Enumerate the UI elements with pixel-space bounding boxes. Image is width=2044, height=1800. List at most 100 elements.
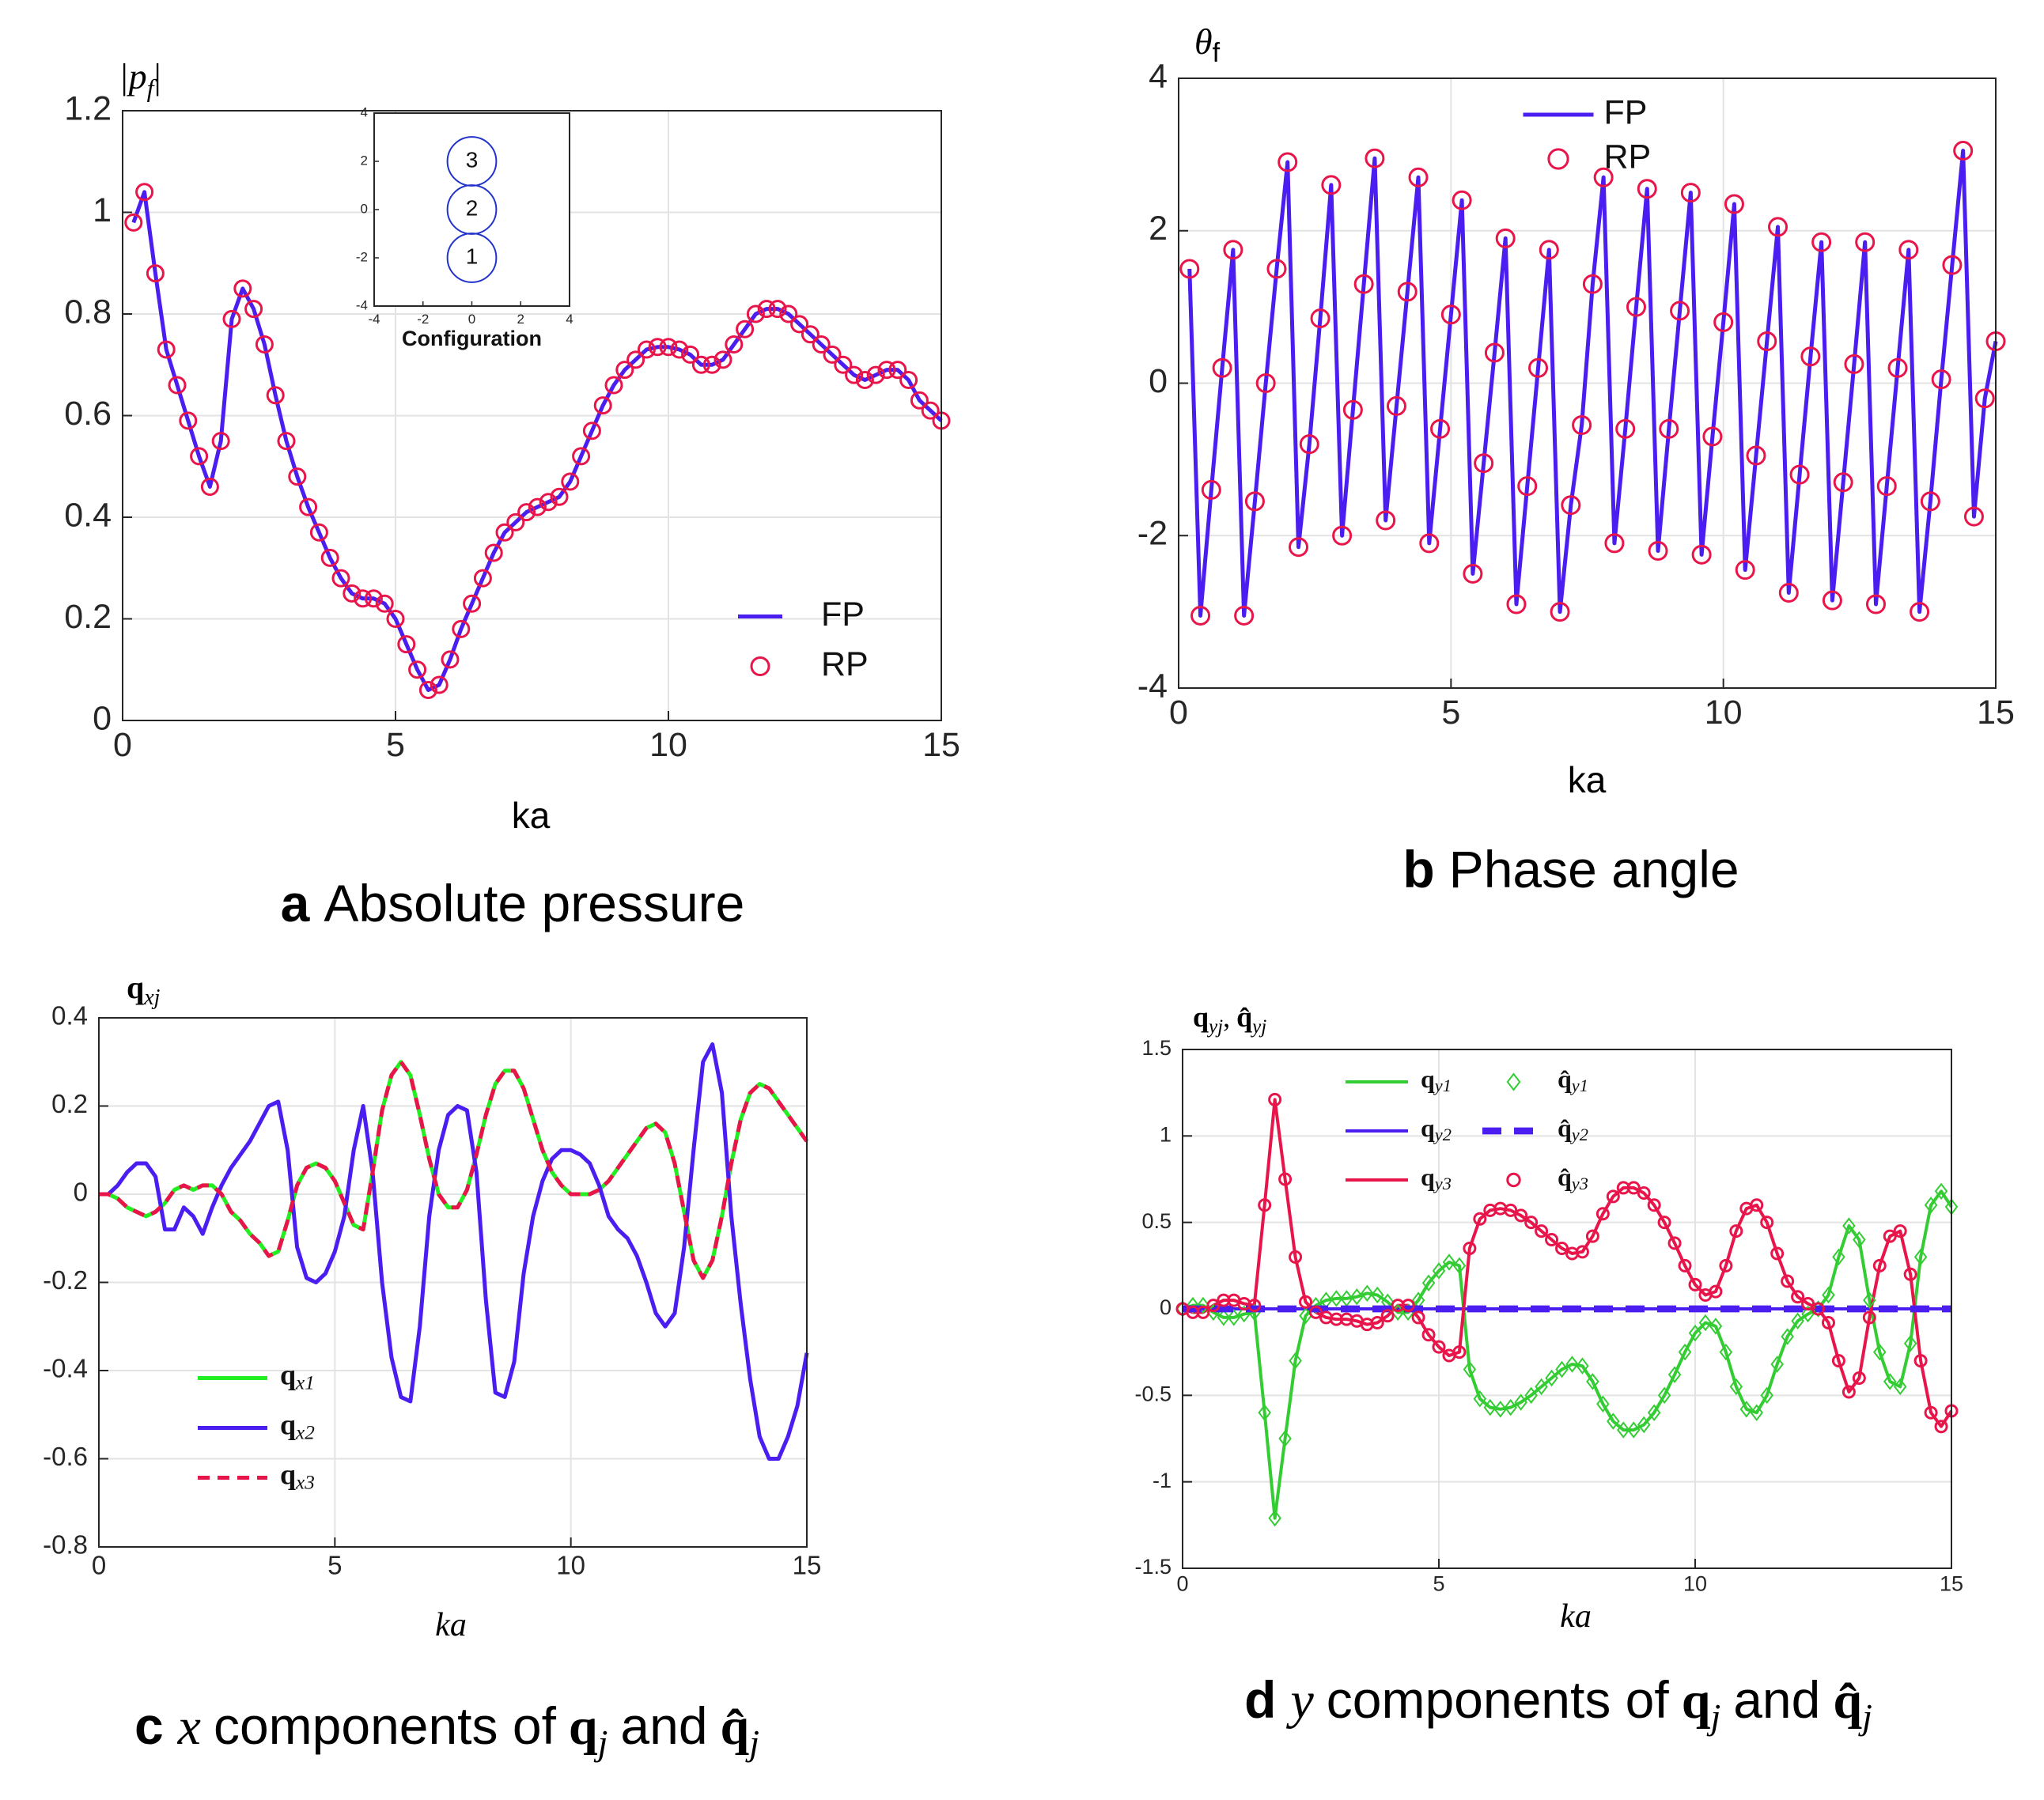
circle-marker bbox=[1495, 228, 1516, 248]
circle-marker bbox=[572, 447, 591, 466]
circle-marker bbox=[1370, 1315, 1384, 1329]
circle-marker bbox=[1595, 1207, 1610, 1221]
circle-marker bbox=[593, 396, 612, 415]
circle-marker bbox=[1903, 1267, 1917, 1281]
caption: a Absolute pressure bbox=[281, 874, 745, 932]
circle-marker bbox=[615, 361, 634, 380]
x-axis-label: ka bbox=[1560, 1598, 1592, 1635]
y-axis-label: θf bbox=[1194, 21, 1221, 68]
diamond-marker bbox=[1268, 1509, 1281, 1527]
y-tick-label: 0.5 bbox=[1141, 1209, 1172, 1233]
diamond-marker bbox=[1760, 1386, 1773, 1405]
x-tick-label: -4 bbox=[368, 312, 380, 327]
circle-marker bbox=[1833, 472, 1853, 493]
scatterer-label: 3 bbox=[466, 147, 479, 172]
circle-marker bbox=[1709, 1284, 1723, 1299]
diamond-marker bbox=[1596, 1395, 1610, 1413]
y-tick-label: 1 bbox=[93, 191, 112, 229]
circle-marker bbox=[1179, 259, 1200, 279]
circle-marker bbox=[1332, 525, 1353, 546]
circle-marker bbox=[1615, 418, 1636, 439]
diamond-marker bbox=[1842, 1217, 1856, 1235]
circle-marker bbox=[331, 569, 350, 588]
legend-marker bbox=[1547, 148, 1569, 170]
caption-part: q̂ bbox=[1833, 1672, 1862, 1730]
circle-marker bbox=[1934, 1420, 1948, 1434]
circle-marker bbox=[222, 309, 241, 328]
x-tick-label: 0 bbox=[1176, 1571, 1188, 1595]
diamond-marker bbox=[1637, 1416, 1651, 1434]
circle-marker bbox=[670, 340, 689, 359]
circle-marker bbox=[1550, 602, 1570, 622]
circle-marker bbox=[1321, 175, 1342, 195]
circle-marker bbox=[725, 335, 744, 354]
diamond-marker bbox=[1739, 1401, 1754, 1418]
series-line bbox=[131, 190, 943, 692]
circle-marker bbox=[1463, 1241, 1477, 1255]
circle-marker bbox=[1841, 1385, 1856, 1399]
diamond-marker bbox=[1493, 1401, 1508, 1418]
circle-marker bbox=[1575, 1245, 1589, 1259]
diamond-marker bbox=[1370, 1286, 1384, 1304]
circle-marker bbox=[517, 503, 536, 522]
diamond-marker bbox=[1432, 1262, 1446, 1280]
x-axis-label: ka bbox=[435, 1607, 467, 1643]
y-tick-label: -0.4 bbox=[43, 1354, 88, 1383]
inset-x-label: Configuration bbox=[402, 327, 542, 350]
diamond-marker bbox=[1719, 1343, 1733, 1361]
circle-marker bbox=[1883, 1229, 1897, 1243]
circle-marker bbox=[1893, 1224, 1907, 1238]
circle-marker bbox=[1440, 304, 1461, 325]
circle-marker bbox=[561, 472, 580, 491]
circle-marker bbox=[1781, 1274, 1795, 1288]
diamond-marker bbox=[1545, 1369, 1558, 1387]
x-axis-label: ka bbox=[1568, 759, 1607, 800]
circle-marker bbox=[1942, 255, 1963, 275]
circle-marker bbox=[1757, 331, 1777, 351]
diamond-marker bbox=[1524, 1386, 1538, 1405]
circle-marker bbox=[702, 355, 721, 374]
y-tick-label: 0.8 bbox=[64, 293, 112, 331]
circle-marker bbox=[233, 279, 252, 298]
diamond-marker bbox=[1186, 1296, 1200, 1314]
circle-marker bbox=[1223, 240, 1243, 260]
circle-marker bbox=[1920, 491, 1940, 512]
circle-marker bbox=[1593, 167, 1614, 187]
circle-marker bbox=[1206, 1299, 1221, 1313]
caption-part: q bbox=[1682, 1672, 1711, 1730]
legend-label: RP bbox=[821, 645, 869, 683]
circle-marker bbox=[190, 447, 209, 466]
circle-marker bbox=[1517, 476, 1538, 497]
x-tick-label: 0 bbox=[92, 1551, 106, 1580]
circle-marker bbox=[364, 589, 383, 608]
circle-marker bbox=[463, 594, 482, 613]
circle-marker bbox=[1680, 183, 1701, 203]
circle-marker bbox=[1299, 1295, 1313, 1309]
diamond-marker bbox=[1289, 1352, 1302, 1370]
diamond-marker bbox=[1626, 1421, 1641, 1439]
caption-part: and bbox=[1733, 1670, 1820, 1729]
diamond-marker bbox=[1514, 1393, 1527, 1411]
circle-marker bbox=[1473, 1212, 1487, 1226]
x-tick-label: 10 bbox=[556, 1551, 585, 1580]
y-tick-label: 2 bbox=[1149, 210, 1168, 248]
inset-area bbox=[373, 112, 570, 307]
circle-marker bbox=[1637, 179, 1657, 199]
circle-marker bbox=[1688, 1277, 1702, 1291]
circle-marker bbox=[1535, 1224, 1549, 1238]
y-label-part: xj bbox=[143, 985, 160, 1010]
circle-marker bbox=[1910, 602, 1930, 622]
circle-marker bbox=[1524, 1216, 1539, 1230]
circle-marker bbox=[1289, 1250, 1303, 1264]
circle-marker bbox=[1452, 1345, 1467, 1359]
circle-marker bbox=[1397, 282, 1418, 302]
circle-marker bbox=[768, 300, 787, 319]
diamond-marker bbox=[1934, 1182, 1948, 1201]
diamond-marker bbox=[1853, 1231, 1866, 1249]
diamond-marker bbox=[1330, 1290, 1343, 1307]
circle-marker bbox=[528, 497, 547, 516]
x-tick-label: 15 bbox=[1940, 1571, 1963, 1595]
circle-marker bbox=[1582, 274, 1603, 294]
y-axis-label: qxj bbox=[127, 970, 161, 1010]
circle-marker bbox=[1353, 274, 1374, 294]
